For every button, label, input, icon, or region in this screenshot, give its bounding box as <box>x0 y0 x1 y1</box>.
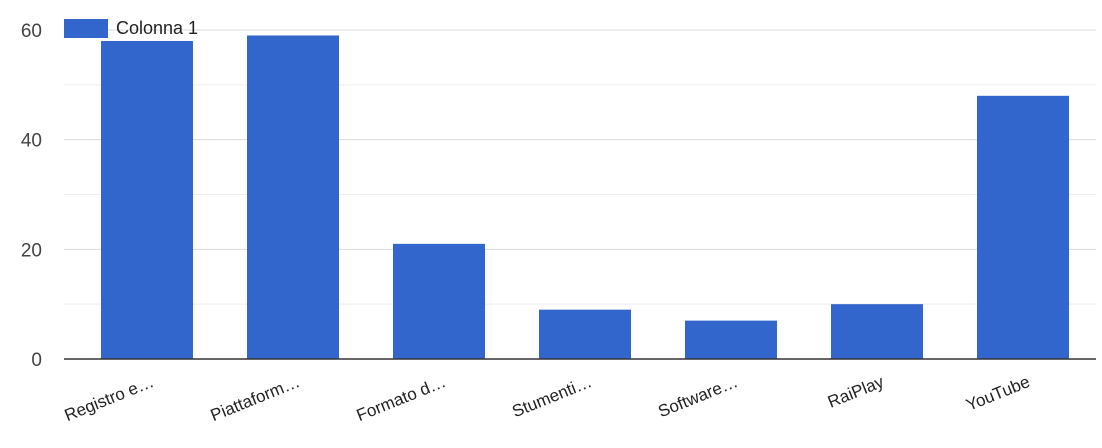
x-tick-labels: Registro e… Piattaform… Formato d… Stumenti… <box>62 372 1033 425</box>
bar-2 <box>247 35 339 359</box>
bar-5 <box>685 320 777 359</box>
x-tick-label: YouTube <box>963 372 1032 415</box>
y-tick-label: 60 <box>21 21 42 42</box>
legend: Colonna 1 <box>64 18 198 38</box>
bars <box>101 35 1069 360</box>
y-tick-label: 40 <box>21 131 42 152</box>
y-tick-label: 0 <box>31 350 42 371</box>
x-tick-label: Registro e… <box>62 372 157 425</box>
bar-4 <box>539 309 631 359</box>
bar-3 <box>393 243 485 359</box>
y-tick-labels: 0 20 40 60 <box>21 21 42 371</box>
bar-7 <box>977 95 1069 360</box>
grid-lines <box>64 29 1096 305</box>
bar-6 <box>831 304 923 359</box>
bar-1 <box>101 40 193 359</box>
x-tick-label: Stumenti… <box>509 372 594 421</box>
x-tick-label: Piattaform… <box>208 372 303 425</box>
x-tick-label: RaiPlay <box>825 372 887 412</box>
legend-label: Colonna 1 <box>116 18 198 38</box>
x-tick-label: Software… <box>655 372 740 421</box>
x-tick-label: Formato d… <box>354 372 449 425</box>
legend-swatch <box>64 19 108 38</box>
y-tick-label: 20 <box>21 240 42 261</box>
